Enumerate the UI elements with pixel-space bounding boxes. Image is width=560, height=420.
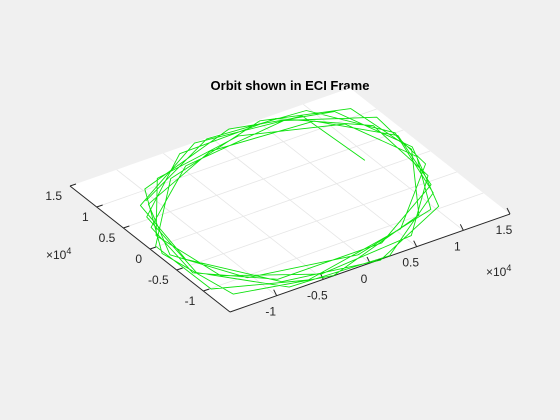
x-tick-label: 1	[454, 239, 461, 253]
x-tick-label: 0.5	[402, 256, 419, 270]
y-tick-mark	[123, 225, 130, 229]
y-tick-label: 1.5	[45, 189, 62, 203]
x-tick-label: 1.5	[496, 223, 513, 237]
y-tick-mark	[69, 183, 77, 187]
x-tick-mark	[273, 289, 278, 296]
y-tick-label: -1	[185, 294, 196, 308]
y-tick-label: 0	[135, 252, 142, 266]
y-axis-multiplier: ×104	[46, 246, 71, 262]
y-tick-label: 0.5	[99, 231, 116, 245]
y-tick-label: -0.5	[148, 273, 169, 287]
x-axis-multiplier: ×104	[486, 263, 511, 279]
x-tick-mark	[413, 240, 418, 247]
chart-title: Orbit shown in ECI Frame	[211, 78, 370, 93]
x-tick-label: -0.5	[307, 288, 328, 302]
y-tick-mark	[203, 288, 210, 292]
x-tick-mark	[506, 207, 511, 215]
y-tick-mark	[149, 246, 157, 250]
x-tick-label: 0	[361, 272, 368, 286]
y-tick-mark	[96, 204, 103, 208]
y-tick-label: 1	[82, 210, 89, 224]
y-tick-mark	[176, 267, 183, 271]
x-tick-mark	[459, 224, 464, 231]
x-tick-label: -1	[265, 305, 276, 319]
orbit-trajectory-line	[139, 108, 440, 295]
